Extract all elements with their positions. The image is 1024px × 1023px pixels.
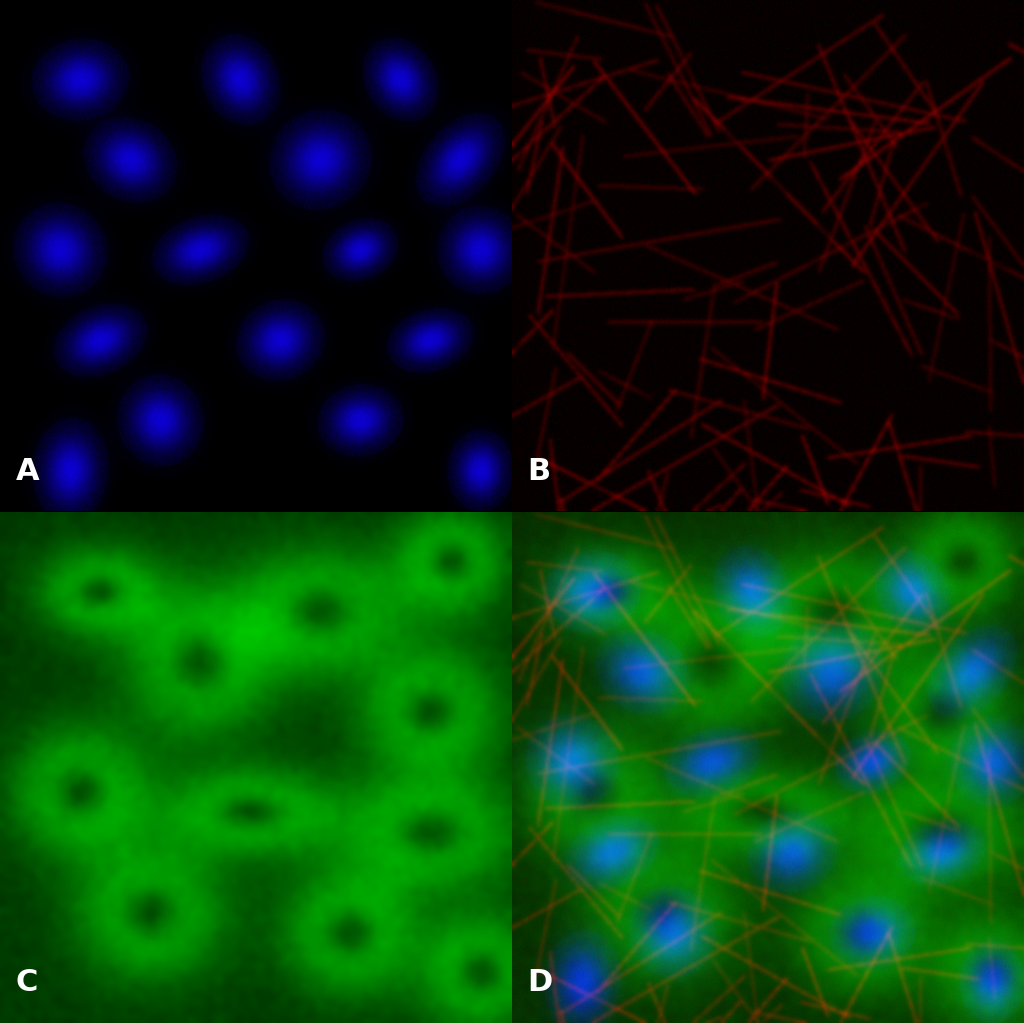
Text: D: D (527, 969, 553, 997)
Text: C: C (15, 969, 38, 997)
Text: A: A (15, 457, 39, 486)
Text: B: B (527, 457, 551, 486)
